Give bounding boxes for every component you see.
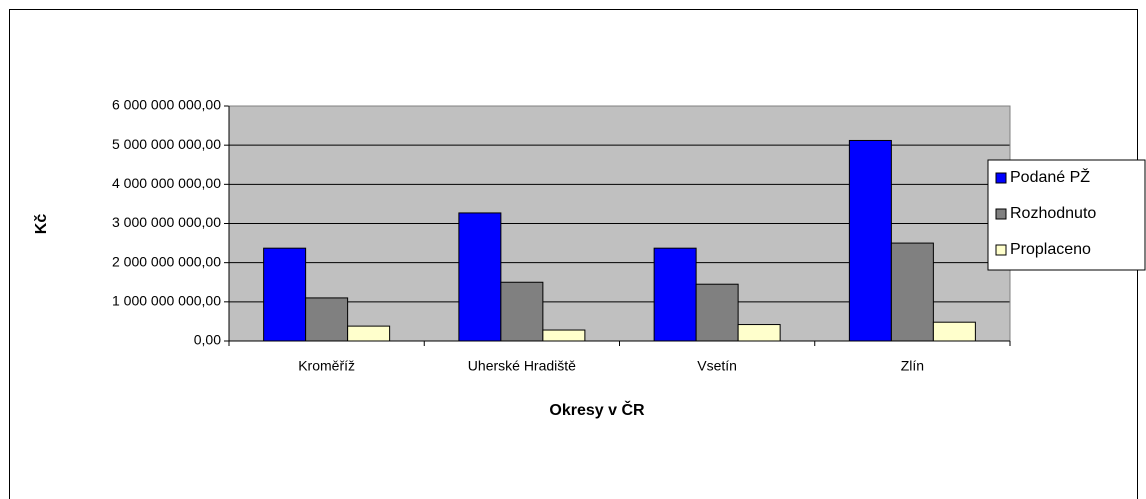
bar — [263, 247, 307, 342]
y-tick-label: 2 000 000 000,00 — [112, 253, 221, 269]
bar — [500, 281, 544, 342]
bar — [932, 321, 976, 342]
legend-swatch — [995, 208, 1007, 220]
bar — [653, 247, 697, 342]
bar — [542, 329, 586, 342]
x-tick-label: Zlín — [901, 358, 924, 374]
bar — [848, 139, 892, 342]
bar — [305, 297, 349, 342]
bar — [890, 242, 934, 342]
y-tick-label: 0,00 — [194, 332, 221, 348]
x-tick-label: Vsetín — [697, 358, 737, 374]
legend-swatch — [995, 172, 1007, 184]
x-tick-label: Kroměříž — [298, 358, 355, 374]
y-tick-label: 1 000 000 000,00 — [112, 293, 221, 309]
x-axis-title: Okresy v ČR — [549, 400, 645, 419]
y-tick-label: 4 000 000 000,00 — [112, 175, 221, 191]
bar — [695, 283, 739, 342]
y-tick-label: 3 000 000 000,00 — [112, 214, 221, 230]
bar — [737, 324, 781, 342]
bar — [458, 212, 502, 342]
legend-box — [987, 159, 1146, 271]
legend-label: Podané PŽ — [1010, 167, 1090, 186]
x-tick-label: Uherské Hradiště — [468, 358, 576, 374]
legend-swatch — [995, 244, 1007, 256]
y-tick-label: 6 000 000 000,00 — [112, 97, 221, 113]
bar — [347, 325, 391, 342]
y-axis-title: Kč — [33, 214, 50, 235]
y-tick-label: 5 000 000 000,00 — [112, 136, 221, 152]
legend-label: Rozhodnuto — [1010, 205, 1096, 222]
legend-label: Proplaceno — [1010, 241, 1091, 258]
